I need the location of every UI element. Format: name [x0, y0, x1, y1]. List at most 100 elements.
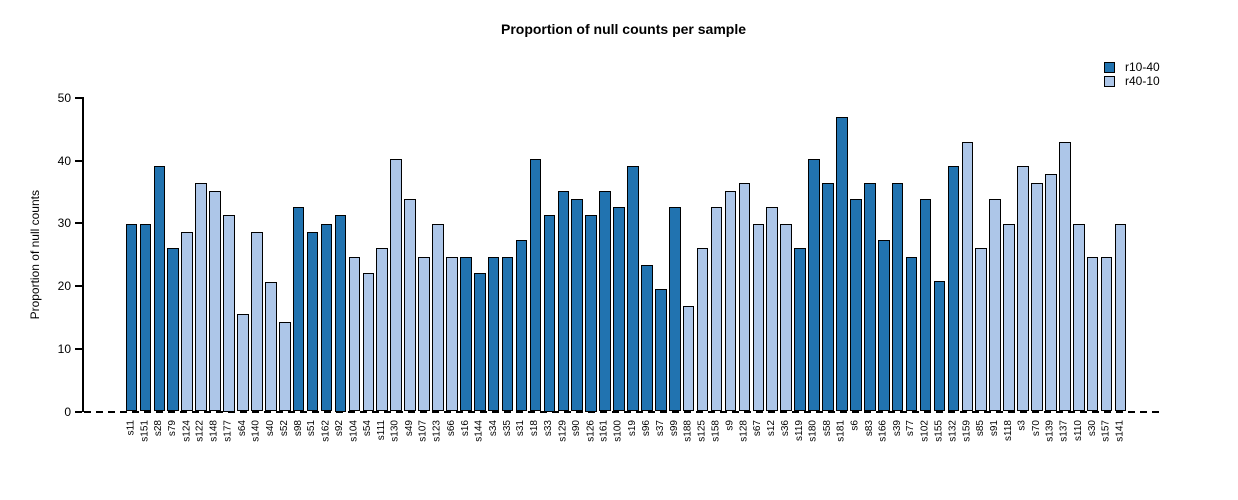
- x-tick-label: s126: [585, 420, 597, 442]
- bar-s96: [641, 264, 653, 412]
- legend-item: r40-10: [1104, 74, 1160, 88]
- bar-s155: [933, 281, 946, 412]
- legend-swatch-icon: [1104, 75, 1115, 87]
- bar-s123: [432, 224, 444, 412]
- bar-s157: [1100, 256, 1113, 412]
- bar-s58: [822, 182, 834, 412]
- bar-s107: [418, 256, 430, 412]
- bar-s11: [125, 224, 138, 412]
- x-tick-label: s118: [1003, 420, 1015, 441]
- bar-s139: [1045, 173, 1057, 412]
- bar-s148: [209, 191, 221, 412]
- x-tick-label: s122: [195, 420, 207, 442]
- y-tick-mark: [75, 347, 82, 350]
- x-tick-label: s9: [724, 420, 736, 431]
- x-tick-label: s111: [376, 420, 388, 441]
- x-tick-label: s31: [515, 420, 527, 437]
- bar-s140: [251, 232, 263, 412]
- y-axis-line: [82, 97, 84, 412]
- bar-s180: [808, 158, 820, 412]
- bar-s126: [585, 215, 597, 412]
- bar-s122: [195, 182, 207, 412]
- x-tick-label: s98: [292, 420, 304, 437]
- bar-s39: [891, 182, 904, 412]
- x-tick-label: s140: [250, 420, 262, 442]
- bar-s99: [668, 207, 681, 412]
- x-tick-label: s34: [487, 420, 499, 437]
- y-tick-mark: [75, 285, 82, 288]
- bar-s110: [1072, 224, 1085, 412]
- x-tick-label: s70: [1030, 420, 1042, 437]
- x-tick-label: s166: [877, 420, 889, 442]
- bar-s144: [473, 272, 486, 412]
- x-tick-label: s107: [418, 420, 430, 442]
- x-tick-label: s157: [1100, 420, 1112, 442]
- legend-item: r10-40: [1104, 60, 1160, 74]
- bar-s130: [390, 158, 402, 412]
- legend-swatch-icon: [1104, 61, 1115, 73]
- bar-s18: [529, 158, 542, 412]
- y-tick-label: 40: [57, 153, 71, 168]
- x-tick-label: s52: [278, 420, 290, 437]
- bar-s67: [752, 224, 765, 412]
- x-tick-label: s30: [1086, 420, 1098, 437]
- bar-s66: [446, 256, 458, 412]
- bar-s161: [599, 191, 611, 412]
- x-tick-label: s158: [710, 420, 722, 442]
- x-tick-label: s155: [933, 420, 945, 442]
- bar-s19: [627, 166, 639, 412]
- x-tick-label: s12: [766, 420, 778, 437]
- bar-s6: [850, 198, 862, 412]
- bar-s83: [863, 182, 876, 412]
- x-tick-label: s16: [459, 420, 471, 437]
- bar-s181: [836, 116, 848, 412]
- x-tick-label: s79: [167, 420, 179, 437]
- x-tick-label: s77: [905, 420, 917, 437]
- bar-s151: [139, 224, 152, 412]
- x-tick-label: s19: [626, 420, 638, 437]
- x-tick-label: s6: [849, 420, 861, 431]
- y-tick-mark: [75, 97, 82, 99]
- bar-s79: [167, 248, 180, 412]
- bar-s119: [794, 248, 806, 412]
- bar-s90: [571, 198, 584, 412]
- x-tick-label: s130: [390, 420, 402, 442]
- x-tick-label: s181: [835, 420, 847, 442]
- x-tick-label: s40: [264, 420, 276, 437]
- bar-s51: [306, 232, 319, 412]
- x-tick-label: s67: [752, 420, 764, 437]
- bar-s158: [710, 207, 723, 412]
- x-tick-label: s83: [863, 420, 875, 437]
- x-tick-label: s100: [613, 420, 625, 442]
- x-tick-label: s137: [1058, 420, 1070, 442]
- x-tick-label: s139: [1044, 420, 1056, 442]
- zero-dashed-line: [84, 410, 1164, 413]
- x-tick-label: s162: [320, 420, 332, 442]
- x-tick-label: s66: [445, 420, 457, 437]
- legend-label: r10-40: [1125, 60, 1160, 74]
- x-tick-label: s148: [209, 420, 221, 442]
- x-tick-label: s141: [1114, 420, 1126, 442]
- bar-s124: [181, 232, 193, 412]
- bar-s16: [460, 256, 472, 412]
- x-tick-label: s54: [362, 420, 374, 437]
- bar-s159: [961, 141, 974, 412]
- y-axis-title: Proportion of null counts: [24, 98, 46, 412]
- x-tick-label: s128: [738, 420, 750, 442]
- x-tick-label: s92: [334, 420, 346, 437]
- bar-s129: [557, 191, 570, 412]
- bar-s141: [1114, 224, 1127, 412]
- x-tick-label: s119: [794, 420, 806, 441]
- x-tick-label: s85: [975, 420, 987, 437]
- bar-s162: [320, 224, 333, 412]
- bar-s177: [223, 215, 235, 412]
- x-tick-label: s124: [181, 420, 193, 442]
- y-tick-mark: [75, 159, 82, 162]
- bar-s91: [989, 198, 1001, 412]
- x-tick-label: s49: [404, 420, 416, 437]
- bar-s85: [975, 248, 988, 412]
- x-tick-label: s90: [571, 420, 583, 437]
- bar-s70: [1031, 182, 1043, 412]
- x-tick-label: s35: [501, 420, 513, 437]
- x-tick-label: s123: [431, 420, 443, 442]
